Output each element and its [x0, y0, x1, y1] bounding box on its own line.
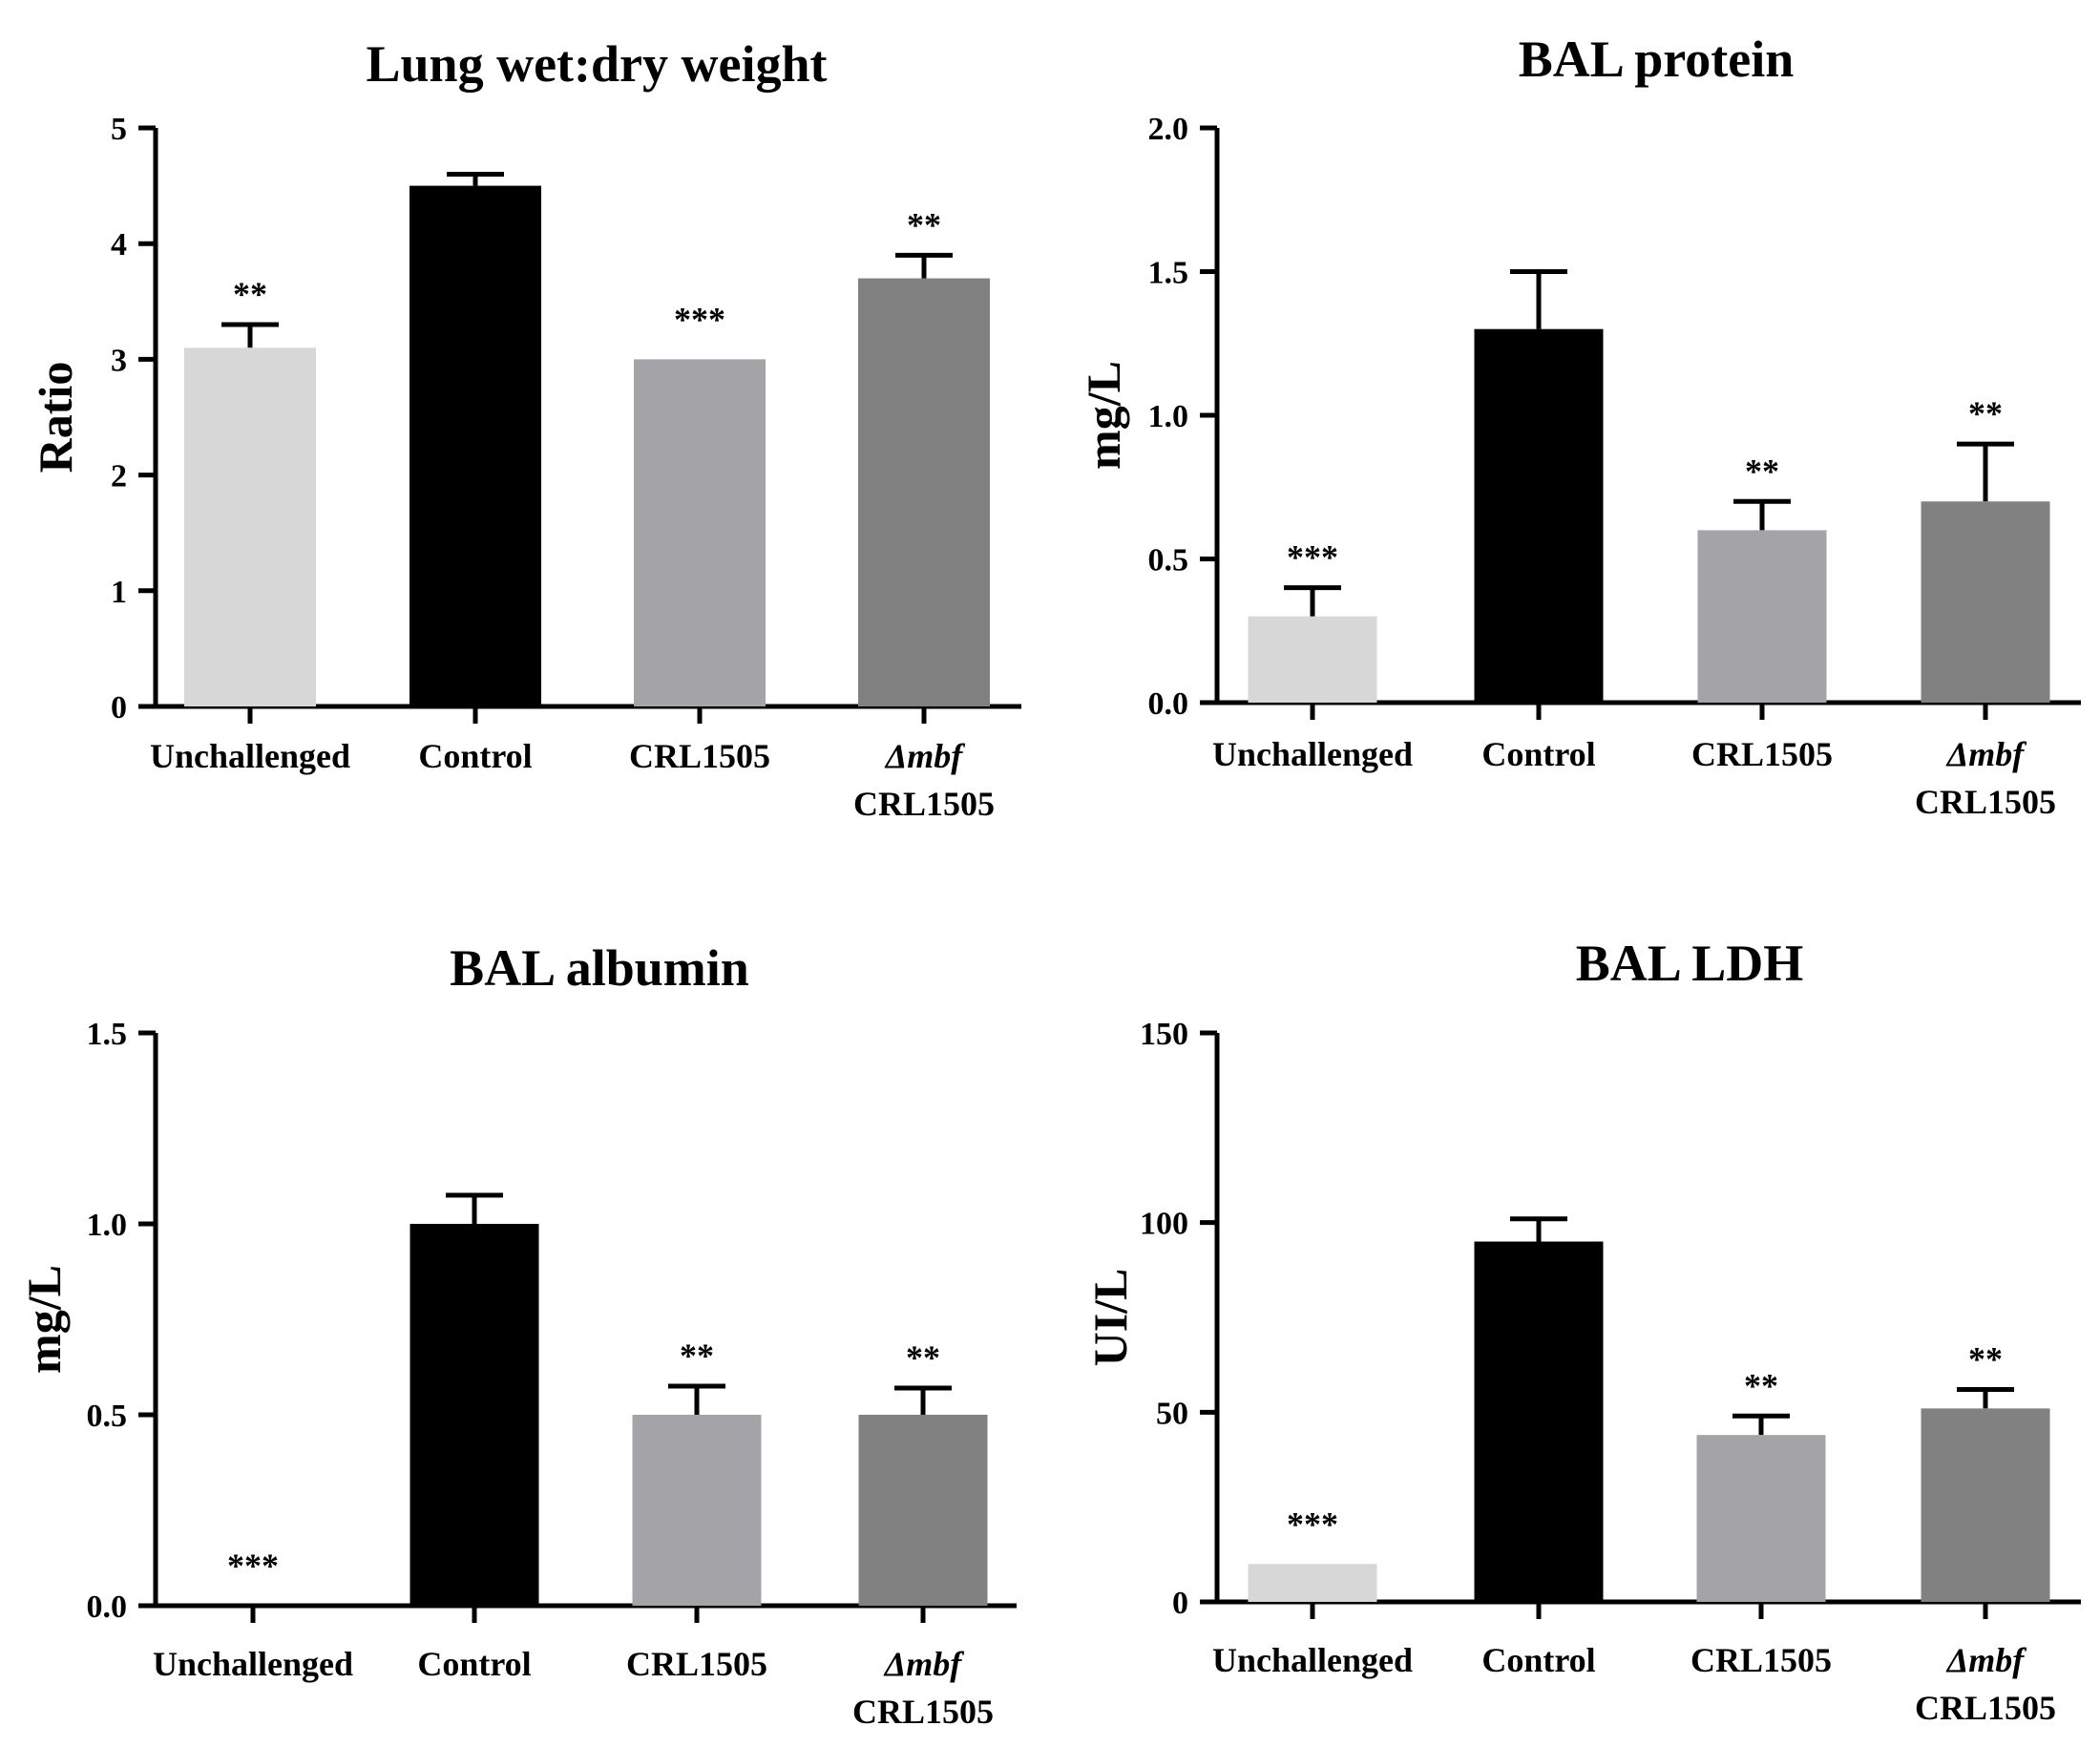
chart-title: BAL protein	[1519, 31, 1795, 88]
bar	[1248, 1564, 1377, 1602]
x-category-label: Δmbf	[883, 1645, 965, 1683]
bar	[410, 1224, 539, 1606]
y-tick-label: 1.0	[87, 1208, 128, 1243]
y-tick-label: 1	[111, 575, 127, 610]
significance-marker: ***	[1287, 538, 1338, 577]
x-category-label: Δmbf	[884, 737, 966, 775]
chart-title: BAL LDH	[1576, 935, 1804, 992]
y-tick-label: 50	[1156, 1396, 1188, 1431]
chart-title: BAL albumin	[450, 939, 749, 997]
x-category-label: Control	[1481, 1641, 1595, 1679]
significance-marker: **	[1968, 1339, 2003, 1378]
y-tick-label: 100	[1140, 1207, 1188, 1242]
bar	[858, 1415, 988, 1606]
significance-marker: **	[1968, 394, 2003, 432]
y-tick-label: 0.5	[87, 1399, 128, 1434]
x-category-label: Control	[417, 1645, 531, 1683]
x-category-label-line2: CRL1505	[852, 1693, 994, 1731]
x-category-label: Unchallenged	[150, 737, 350, 775]
x-category-label-line2: CRL1505	[1915, 783, 2056, 821]
x-category-label: Unchallenged	[153, 1645, 353, 1683]
y-tick-label: 0.0	[87, 1589, 128, 1625]
y-tick-label: 2	[111, 459, 127, 495]
chart-panel-1: Lung wet:dry weight Ratio 0 1 2 3 4 5 ** Unchalle…	[29, 35, 1021, 823]
significance-marker: **	[680, 1337, 714, 1375]
bar	[632, 1415, 762, 1606]
y-tick-label: 0	[1172, 1586, 1188, 1621]
bar	[1248, 616, 1377, 703]
x-category-label-line2: CRL1505	[1915, 1689, 2056, 1727]
y-tick-label: 2.0	[1148, 112, 1189, 147]
significance-marker: ***	[227, 1547, 279, 1585]
y-tick-label: 1.5	[1148, 256, 1189, 291]
x-category-label: CRL1505	[626, 1645, 767, 1683]
bar	[1696, 1435, 1826, 1602]
significance-marker: **	[1744, 1366, 1778, 1404]
x-category-label: Unchallenged	[1212, 735, 1413, 773]
significance-marker: **	[907, 205, 941, 243]
bar	[1474, 1241, 1604, 1602]
chart-panel-2: BAL protein mg/L 0.0 0.5 1.0 1.5 2.0 *** Unchall…	[1077, 31, 2081, 821]
bar	[1921, 501, 2050, 703]
bar	[1474, 328, 1604, 703]
x-category-label: Control	[418, 737, 532, 775]
chart-panel-3: BAL albumin mg/L 0.0 0.5 1.0 1.5 *** Unchalleng…	[17, 939, 1017, 1731]
y-tick-label: 3	[111, 343, 127, 378]
bar	[1921, 1408, 2050, 1602]
x-category-label: Control	[1481, 735, 1595, 773]
x-category-label: Unchallenged	[1212, 1641, 1413, 1679]
x-category-label: Δmbf	[1945, 735, 2027, 773]
y-tick-label: 150	[1140, 1017, 1188, 1052]
significance-marker: ***	[1287, 1505, 1338, 1543]
x-category-label: CRL1505	[1690, 1641, 1832, 1679]
y-tick-label: 0.0	[1148, 686, 1189, 722]
significance-marker: **	[1745, 452, 1779, 490]
bar	[410, 185, 541, 707]
chart-panel-4: BAL LDH UI/L 0 50 100 150 *** Unchallenged Contr…	[1083, 935, 2081, 1727]
y-tick-label: 0	[111, 690, 127, 726]
y-axis-label: mg/L	[17, 1265, 71, 1374]
bar	[184, 347, 316, 706]
y-axis-label: Ratio	[29, 362, 82, 474]
y-axis-label: UI/L	[1083, 1269, 1137, 1367]
x-category-label: Δmbf	[1945, 1641, 2027, 1679]
bar	[858, 278, 990, 706]
significance-marker: **	[906, 1338, 940, 1377]
bar	[1697, 530, 1827, 703]
y-axis-label: mg/L	[1077, 361, 1130, 470]
x-category-label: CRL1505	[1691, 735, 1833, 773]
y-tick-label: 4	[111, 227, 127, 263]
x-category-label: CRL1505	[629, 737, 770, 775]
y-tick-label: 0.5	[1148, 543, 1189, 579]
bar	[634, 359, 766, 706]
significance-marker: ***	[674, 300, 725, 338]
x-category-label-line2: CRL1505	[853, 785, 995, 823]
significance-marker: **	[233, 275, 267, 313]
y-tick-label: 1.0	[1148, 399, 1189, 434]
y-tick-label: 5	[111, 112, 127, 147]
chart-title: Lung wet:dry weight	[367, 35, 828, 93]
y-tick-label: 1.5	[87, 1017, 128, 1052]
